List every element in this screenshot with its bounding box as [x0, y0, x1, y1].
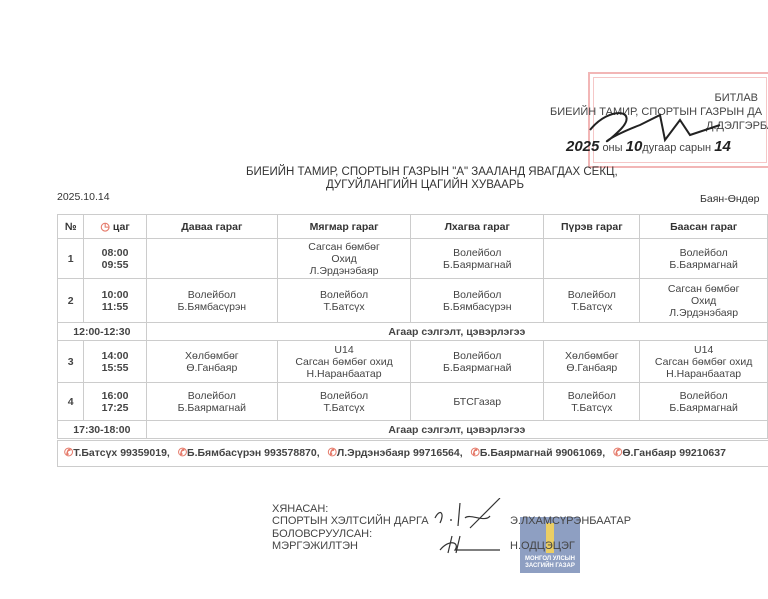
schedule-cell: Волейбол Б.Баярмагнай — [410, 238, 545, 279]
reviewed-name: Э.ЛХАМСҮРЭНБААТАР — [510, 515, 632, 527]
schedule-cell: Волейбол Б.Бямбасүрэн — [410, 278, 545, 323]
contact-item: ✆Ө.Ганбаяр 99210637 — [613, 447, 726, 459]
time-cell: 16:00 17:25 — [83, 382, 147, 421]
schedule-cell — [145, 238, 278, 279]
schedule-cell: Волейбол Б.Баярмагнай — [639, 238, 768, 279]
prepared-position: МЭРГЭЖИЛТЭН — [272, 540, 358, 552]
break-row: 12:00-12:30 Агаар сэлгэлт, цэвэрлэгээ — [57, 322, 768, 341]
phone-icon: ✆ — [177, 447, 188, 459]
schedule-cell: Волейбол Т.Батсүх — [276, 278, 412, 323]
table-row: 4 16:00 17:25 Волейбол Б.Баярмагнай Волейбол Т… — [56, 382, 768, 421]
title-line-1: БИЕИЙН ТАМИР, СПОРТЫН ГАЗРЫН "А" ЗААЛАНД… — [246, 166, 618, 178]
prepared-label: БОЛОВСРУУЛСАН: — [272, 528, 373, 540]
time-cell: 14:00 15:55 — [83, 340, 147, 383]
contact-item: ✆Л.Эрдэнэбаяр 99716564, — [327, 447, 463, 459]
schedule-cell: Волейбол Б.Баярмагнай — [410, 340, 545, 383]
header-no: № — [56, 214, 85, 239]
approval-name: Д.ДЭЛГЭРБА — [706, 120, 768, 132]
phone-icon: ✆ — [613, 447, 623, 459]
signatures-handwritten — [434, 498, 501, 554]
schedule-cell: Хөлбөмбөг Ө.Ганбаяр — [145, 340, 278, 383]
time-cell: 10:00 11:55 — [83, 278, 147, 323]
schedule-cell: Сагсан бөмбөг Охид Л.Эрдэнэбаяр — [639, 278, 768, 323]
schedule-cell: Волейбол Т.Батсүх — [543, 278, 641, 323]
schedule-cell: U14 Сагсан бөмбөг охид Н.Наранбаатар — [639, 340, 768, 383]
clock-icon: ◷ — [100, 220, 110, 233]
soyombo-icon — [546, 523, 554, 553]
reviewed-position: СПОРТЫН ХЭЛТСИЙН ДАРГА — [272, 515, 429, 527]
table-row: 2 10:00 11:55 Волейбол Б.Бямбасүрэн Волейбол Т… — [56, 278, 768, 323]
reviewed-label: ХЯНАСАН: — [272, 503, 329, 515]
header-monday: Даваа гараг — [145, 214, 278, 239]
emblem-caption: МОНГОЛ УЛСЫН ЗАСГИЙН ГАЗАР — [525, 556, 575, 569]
phone-icon: ✆ — [470, 447, 480, 459]
schedule-table: № ◷ цаг Даваа гараг Мягмар гараг Лхагва … — [56, 214, 768, 439]
contact-item: ✆Б.Бямбасүрэн 993578870, — [177, 447, 320, 459]
government-emblem — [520, 517, 580, 573]
title-line-2: ДУГУЙЛАНГИЙН ЦАГИЙН ХУВААРЬ — [326, 179, 525, 191]
break-label: Агаар сэлгэлт, цэвэрлэгээ — [145, 420, 768, 439]
document-date: 2025.10.14 — [57, 191, 110, 203]
schedule-cell: U14 Сагсан бөмбөг охид Н.Наранбаатар — [276, 340, 412, 383]
header-time: ◷ цаг — [83, 214, 147, 239]
header-wednesday: Лхагва гараг — [410, 214, 545, 239]
header-thursday: Пүрэв гараг — [543, 214, 641, 239]
approval-label: БИТЛАВ — [714, 92, 759, 104]
schedule-cell: Волейбол Т.Батсүх — [543, 382, 641, 421]
header-friday: Баасан гараг — [639, 214, 768, 239]
red-stamp — [588, 72, 768, 168]
schedule-cell — [543, 238, 641, 279]
schedule-cell: Волейбол Б.Баярмагнай — [145, 382, 278, 421]
break-time: 17:30-18:00 — [57, 420, 147, 439]
break-time: 12:00-12:30 — [57, 322, 147, 341]
contact-item: ✆Т.Батсүх 99359019, — [64, 447, 170, 459]
row-number: 4 — [56, 382, 85, 421]
break-label: Агаар сэлгэлт, цэвэрлэгээ — [145, 322, 768, 341]
row-number: 1 — [56, 238, 85, 279]
row-number: 3 — [56, 340, 85, 383]
table-header-row: № ◷ цаг Даваа гараг Мягмар гараг Лхагва … — [56, 214, 768, 239]
approval-date: 2025 оны 10дугаар сарын 14 — [566, 138, 731, 155]
approval-position: БИЕИЙН ТАМИР, СПОРТЫН ГАЗРЫН ДА — [550, 106, 763, 118]
row-number: 2 — [56, 278, 85, 323]
time-cell: 08:00 09:55 — [83, 238, 147, 279]
location: Баян-Өндөр — [700, 193, 760, 205]
schedule-cell: БТСГазар — [410, 382, 545, 421]
table-row: 1 08:00 09:55 Сагсан бөмбөг Охид Л.Эрдэнэбаяр… — [56, 238, 768, 279]
break-row: 17:30-18:00 Агаар сэлгэлт, цэвэрлэгээ — [57, 420, 768, 439]
contact-item: ✆Б.Баярмагнай 99061069, — [470, 447, 606, 459]
table-row: 3 14:00 15:55 Хөлбөмбөг Ө.Ганбаяр U14 Сагсан б… — [56, 340, 768, 383]
schedule-cell: Сагсан бөмбөг Охид Л.Эрдэнэбаяр — [276, 238, 412, 279]
signature-director — [589, 112, 721, 143]
contacts-row: ✆Т.Батсүх 99359019, ✆Б.Бямбасүрэн 9935788… — [57, 440, 768, 467]
header-tuesday: Мягмар гараг — [276, 214, 412, 239]
phone-icon: ✆ — [64, 447, 74, 459]
prepared-name: Н.ОДЦЭЦЭГ — [510, 540, 575, 552]
schedule-cell: Волейбол Б.Баярмагнай — [639, 382, 768, 421]
schedule-cell: Хөлбөмбөг Ө.Ганбаяр — [543, 340, 641, 383]
schedule-cell: Волейбол Т.Батсүх — [276, 382, 412, 421]
schedule-cell: Волейбол Б.Бямбасүрэн — [145, 278, 278, 323]
phone-icon: ✆ — [327, 447, 337, 459]
